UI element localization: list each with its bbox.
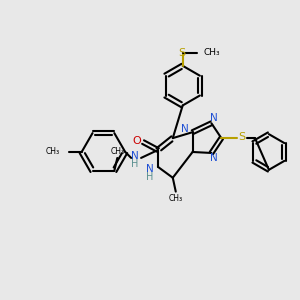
- Text: H: H: [131, 159, 139, 169]
- Text: H: H: [146, 172, 154, 182]
- Text: O: O: [133, 136, 142, 146]
- Text: CH₃: CH₃: [203, 48, 220, 57]
- Text: S: S: [178, 48, 185, 58]
- Text: N: N: [209, 153, 217, 163]
- Text: N: N: [131, 151, 139, 161]
- Text: CH₃: CH₃: [46, 148, 60, 157]
- Text: N: N: [146, 164, 154, 174]
- Text: N: N: [181, 124, 189, 134]
- Text: S: S: [238, 132, 246, 142]
- Text: N: N: [209, 113, 217, 123]
- Text: CH₃: CH₃: [110, 146, 124, 155]
- Text: CH₃: CH₃: [169, 194, 183, 203]
